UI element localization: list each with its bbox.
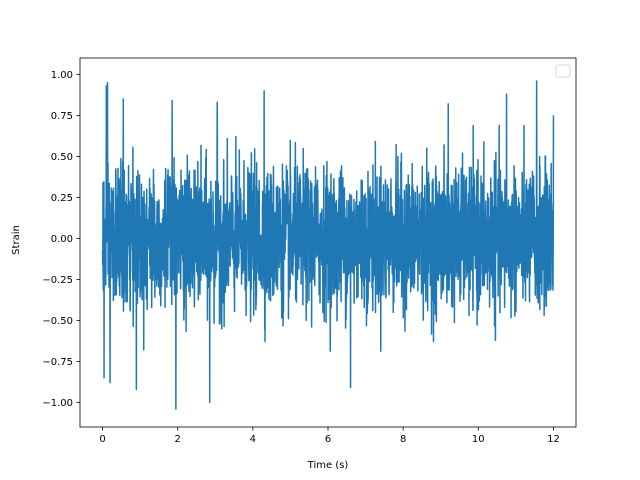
x-tick-label: 10	[472, 434, 485, 445]
y-tick-label: 1.00	[51, 70, 73, 81]
x-tick-label: 12	[547, 434, 560, 445]
y-tick-label: 0.50	[51, 152, 73, 163]
y-axis-label: Strain	[11, 225, 22, 255]
y-tick-label: −0.25	[42, 275, 73, 286]
axes: 0 2 4 6 8 10 12 −1.00 −0.75 −0.50 −0.25 0.00 0.25 0.5…	[42, 57, 577, 445]
x-tick-label: 0	[99, 434, 105, 445]
legend-box	[555, 64, 571, 78]
series-line-0	[101, 80, 555, 410]
y-tick-label: 0.00	[51, 234, 73, 245]
x-tick-label: 4	[250, 434, 256, 445]
y-tick-label: −0.50	[42, 316, 73, 327]
x-tick-label: 8	[400, 434, 406, 445]
x-tick-label: 2	[175, 434, 181, 445]
y-tick-label: 0.25	[51, 193, 73, 204]
y-tick-label: −0.75	[42, 357, 73, 368]
y-tick-label: 0.75	[51, 111, 73, 122]
legend	[555, 64, 571, 78]
plot-area	[101, 80, 555, 410]
x-axis-label: Time (s)	[307, 460, 349, 471]
x-tick-label: 6	[325, 434, 331, 445]
y-tick-label: −1.00	[42, 398, 73, 409]
